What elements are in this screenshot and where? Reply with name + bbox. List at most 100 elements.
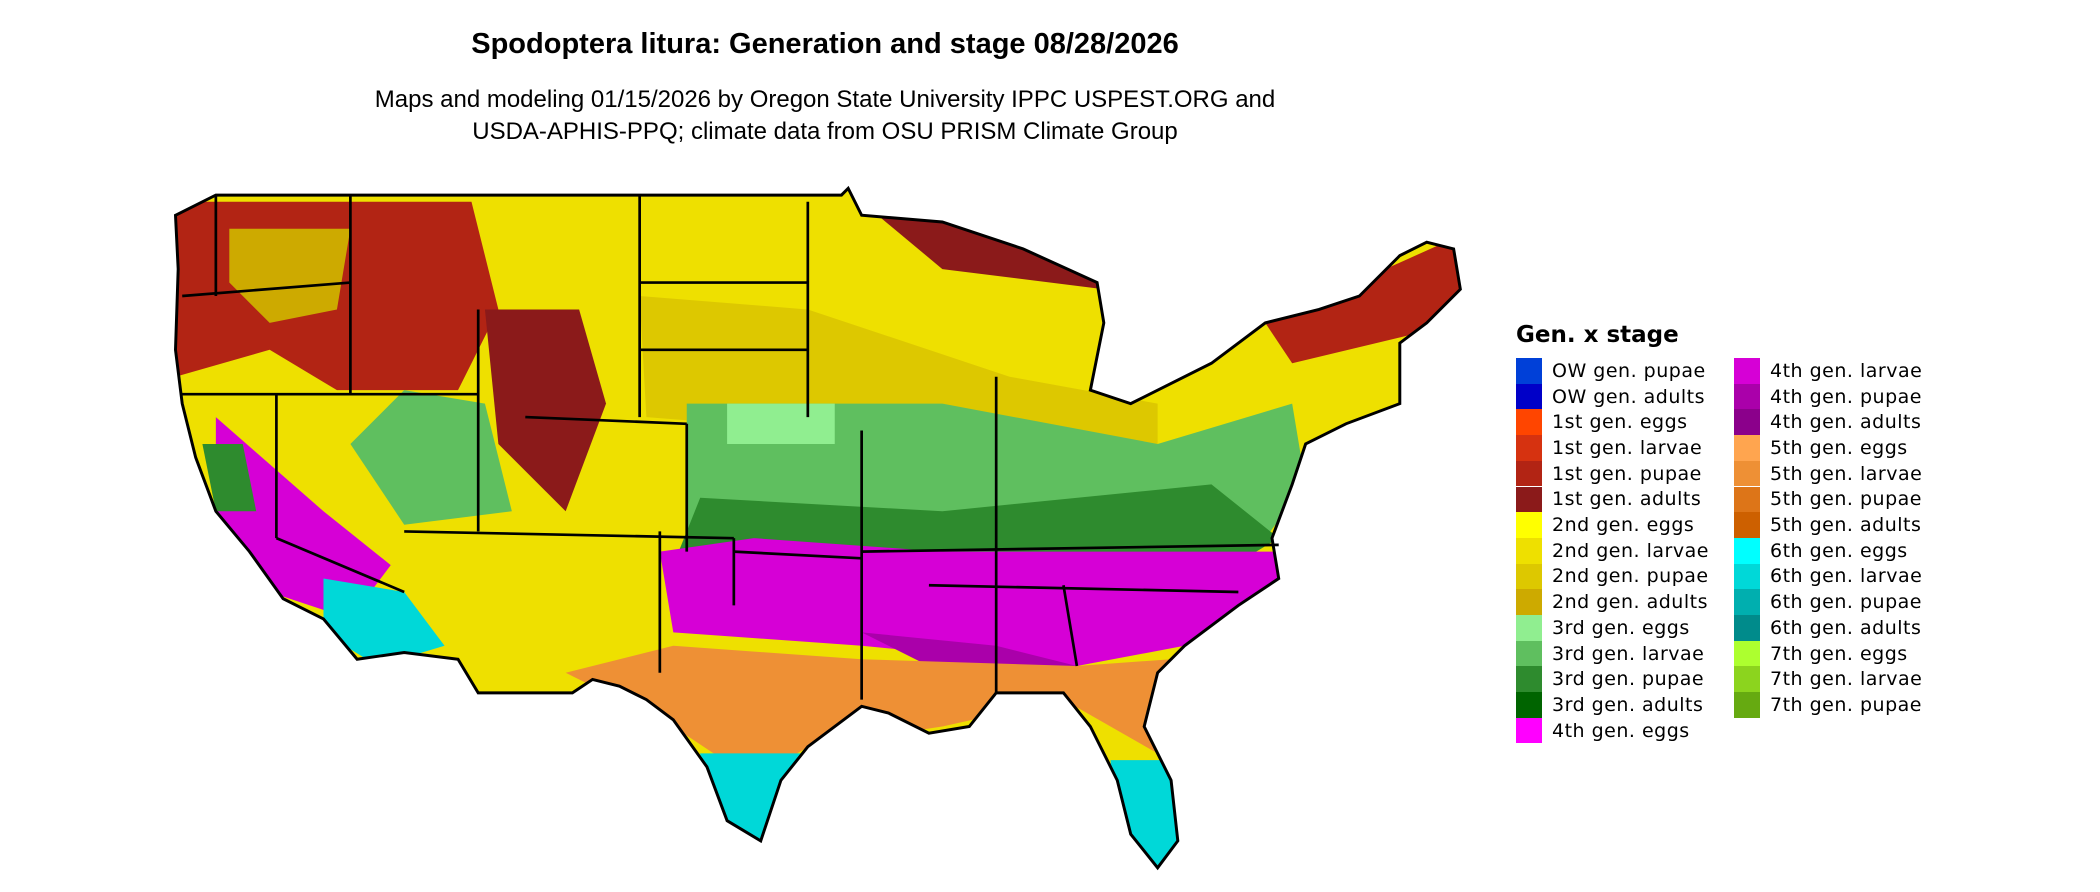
legend-swatch [1734, 409, 1760, 436]
legend-swatch [1734, 383, 1760, 410]
legend-item: 5th gen. eggs [1734, 435, 1908, 461]
legend-item: 6th gen. adults [1734, 615, 1921, 641]
legend-item: 5th gen. larvae [1734, 460, 1923, 487]
legend-label: 5th gen. larvae [1770, 462, 1923, 485]
legend-swatch [1516, 383, 1542, 410]
legend-swatch [1516, 563, 1542, 590]
legend-label: 1st gen. eggs [1552, 411, 1688, 434]
legend-item: 6th gen. larvae [1734, 563, 1923, 590]
legend-item: 6th gen. pupae [1734, 589, 1922, 615]
legend-swatch [1516, 589, 1542, 615]
legend-swatch [1516, 435, 1542, 461]
zone-3rd-gen-pupae-ca [202, 443, 257, 512]
legend-label: 2nd gen. adults [1552, 591, 1708, 614]
legend-item: 2nd gen. larvae [1516, 537, 1709, 564]
legend-item: 3rd gen. eggs [1516, 615, 1690, 641]
zone-1st-gen-pupae-ne [1265, 235, 1461, 364]
legend-swatch [1516, 692, 1542, 718]
legend-label: 1st gen. adults [1552, 488, 1702, 511]
legend-label: 3rd gen. pupae [1552, 668, 1705, 691]
legend-swatch [1734, 512, 1760, 538]
legend-label: 7th gen. pupae [1770, 693, 1922, 716]
legend-label: 3rd gen. larvae [1552, 642, 1705, 665]
zone-3rd-gen-eggs [727, 403, 835, 444]
zone-2nd-gen-adults-nw [229, 228, 351, 323]
legend-swatch [1734, 615, 1760, 641]
legend-item: 7th gen. larvae [1734, 666, 1923, 693]
legend-item: 4th gen. adults [1734, 409, 1922, 436]
legend-item: 7th gen. pupae [1734, 692, 1922, 718]
legend-swatch [1516, 486, 1542, 513]
legend-swatch [1734, 486, 1760, 513]
zone-4th-gen-pupae [673, 605, 1077, 673]
legend-label: 4th gen. adults [1770, 411, 1922, 434]
zone-4th-gen-larvae [659, 538, 1279, 666]
legend-item: 1st gen. adults [1516, 486, 1702, 513]
zone-3rd-gen-larvae-west [350, 390, 512, 525]
legend-label: 7th gen. eggs [1770, 642, 1908, 665]
legend-item: 5th gen. pupae [1734, 486, 1922, 513]
legend-label: 3rd gen. adults [1552, 693, 1704, 716]
legend-swatch [1516, 717, 1542, 744]
map-subtitle-line1: Maps and modeling 01/15/2026 by Oregon S… [374, 86, 1276, 113]
legend-label: 1st gen. pupae [1552, 462, 1702, 485]
legend-swatch [1734, 537, 1760, 564]
legend-title: Gen. x stage [1516, 322, 1679, 348]
legend-swatch [1734, 640, 1760, 667]
zone-6th-gen-larvae-tx [700, 753, 808, 862]
legend-swatch [1516, 409, 1542, 436]
legend-label: 5th gen. adults [1770, 514, 1922, 537]
legend-label: 4th gen. eggs [1552, 719, 1690, 742]
legend-label: 6th gen. adults [1770, 616, 1922, 639]
legend-swatch [1516, 666, 1542, 693]
legend-item: 1st gen. pupae [1516, 460, 1702, 487]
legend-swatch [1734, 563, 1760, 590]
legend-swatch [1516, 512, 1542, 538]
legend-item: 4th gen. larvae [1734, 358, 1922, 384]
legend-swatch [1734, 589, 1760, 615]
legend-item: 7th gen. eggs [1734, 640, 1908, 667]
legend-item: 3rd gen. pupae [1516, 666, 1705, 693]
legend-label: 1st gen. larvae [1552, 436, 1703, 459]
legend-swatch [1516, 537, 1542, 564]
legend-label: 7th gen. larvae [1770, 668, 1923, 691]
legend-swatch [1734, 358, 1760, 384]
zone-1st-gen-adults-rockies [484, 309, 607, 512]
legend-item: 2nd gen. eggs [1516, 512, 1694, 538]
legend-label: 6th gen. pupae [1770, 591, 1922, 614]
legend-swatch [1516, 615, 1542, 641]
state-borders [182, 195, 1279, 700]
legend-swatch [1734, 460, 1760, 487]
legend-label: 4th gen. pupae [1770, 385, 1922, 408]
legend-item: 4th gen. eggs [1516, 717, 1690, 744]
legend-swatch [1516, 640, 1542, 667]
legend-label: 6th gen. eggs [1770, 539, 1908, 562]
zone-6th-gen-larvae-az [323, 578, 445, 666]
legend-item: OW gen. pupae [1516, 358, 1706, 384]
legend-item: 6th gen. eggs [1734, 537, 1908, 564]
map-subtitle-line2: USDA-APHIS-PPQ; climate data from OSU PR… [472, 118, 1178, 145]
legend-label: 2nd gen. pupae [1552, 565, 1709, 588]
legend-label: OW gen. pupae [1552, 359, 1706, 382]
legend-label: 5th gen. eggs [1770, 436, 1908, 459]
zone-1st-gen-adults-upper-mi [861, 201, 1104, 290]
legend-swatch [1734, 692, 1760, 718]
legend-item: 1st gen. larvae [1516, 435, 1702, 461]
legend-item: 3rd gen. adults [1516, 692, 1703, 718]
legend-label: 2nd gen. eggs [1552, 514, 1695, 537]
legend-label: 2nd gen. larvae [1552, 539, 1709, 562]
legend-label: OW gen. adults [1552, 385, 1706, 408]
legend-item: 3rd gen. larvae [1516, 640, 1705, 667]
legend-swatch [1734, 435, 1760, 461]
legend-label: 6th gen. larvae [1770, 565, 1923, 588]
legend-item: 5th gen. adults [1734, 512, 1921, 538]
legend-item: 2nd gen. pupae [1516, 563, 1709, 590]
legend-swatch [1516, 460, 1542, 487]
legend-label: 3rd gen. eggs [1552, 616, 1690, 639]
legend-item: 4th gen. pupae [1734, 383, 1922, 410]
legend-item: 1st gen. eggs [1516, 409, 1688, 436]
legend-swatch [1734, 666, 1760, 693]
map-title: Spodoptera litura: Generation and stage … [471, 28, 1179, 60]
legend-label: 5th gen. pupae [1770, 488, 1922, 511]
